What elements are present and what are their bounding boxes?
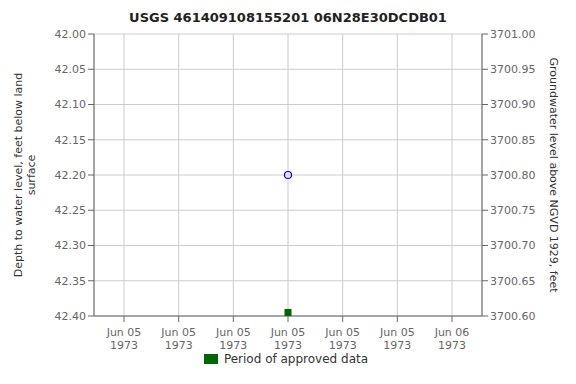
svg-text:3700.60: 3700.60 bbox=[490, 310, 536, 323]
svg-text:Jun 051973: Jun 051973 bbox=[324, 326, 360, 352]
svg-text:42.10: 42.10 bbox=[55, 98, 87, 111]
svg-text:Jun 051973: Jun 051973 bbox=[270, 326, 306, 352]
svg-text:42.00: 42.00 bbox=[55, 28, 87, 41]
svg-text:42.35: 42.35 bbox=[55, 275, 87, 288]
svg-text:Jun 051973: Jun 051973 bbox=[215, 326, 251, 352]
svg-text:Jun 051973: Jun 051973 bbox=[160, 326, 196, 352]
svg-text:42.25: 42.25 bbox=[55, 204, 87, 217]
svg-text:42.05: 42.05 bbox=[55, 63, 87, 76]
svg-text:Jun 051973: Jun 051973 bbox=[106, 326, 142, 352]
svg-text:Depth to water level, feet bel: Depth to water level, feet below landsur… bbox=[12, 73, 38, 278]
svg-text:42.20: 42.20 bbox=[55, 169, 87, 182]
svg-text:3700.70: 3700.70 bbox=[490, 239, 536, 252]
svg-text:42.30: 42.30 bbox=[55, 239, 87, 252]
svg-text:42.15: 42.15 bbox=[55, 134, 87, 147]
html-text:Period of approved data: Period of approved data bbox=[223, 352, 369, 366]
svg-text:Jun 051973: Jun 051973 bbox=[379, 326, 415, 352]
svg-text:Groundwater level above NGVD 1: Groundwater level above NGVD 1929, feet bbox=[547, 57, 560, 293]
svg-text:3700.90: 3700.90 bbox=[490, 98, 536, 111]
svg-text:3700.65: 3700.65 bbox=[490, 275, 536, 288]
svg-text:3700.80: 3700.80 bbox=[490, 169, 536, 182]
svg-text:3700.75: 3700.75 bbox=[490, 204, 536, 217]
svg-text:42.40: 42.40 bbox=[55, 310, 87, 323]
svg-text:Jun 061973: Jun 061973 bbox=[434, 326, 470, 352]
svg-text:3700.95: 3700.95 bbox=[490, 63, 536, 76]
svg-text:3700.85: 3700.85 bbox=[490, 134, 536, 147]
html-text:USGS 461409108155201 06N28E30D: USGS 461409108155201 06N28E30DCDB01 bbox=[129, 10, 447, 25]
svg-text:3701.00: 3701.00 bbox=[490, 28, 536, 41]
